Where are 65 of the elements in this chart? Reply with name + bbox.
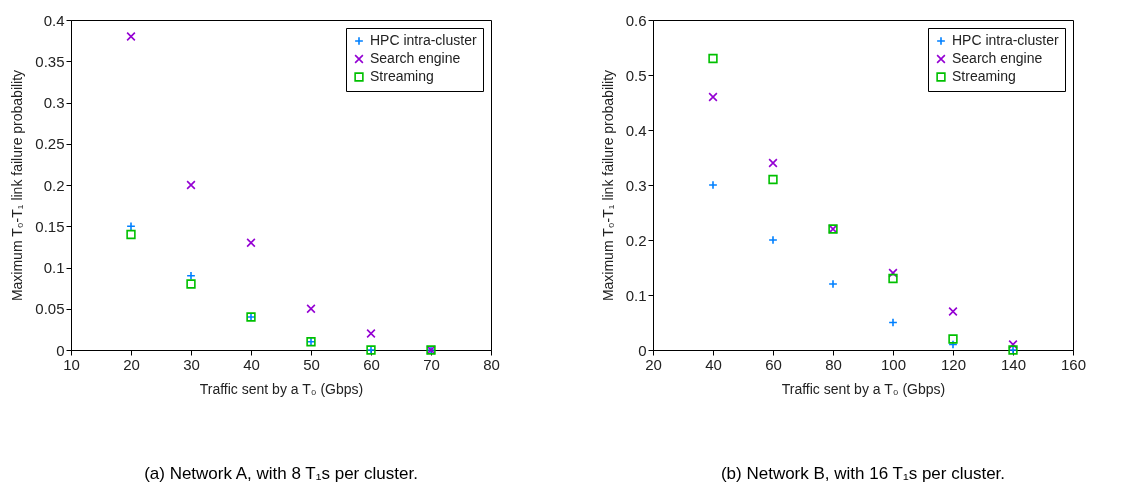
x-tick-label: 60	[765, 355, 782, 373]
legend-label: HPC intra-cluster	[952, 32, 1059, 48]
y-tick-label: 0.25	[35, 135, 65, 153]
y-axis-title: Maximum T₀-T₁ link failure probability	[599, 69, 616, 302]
point	[768, 174, 778, 185]
y-tick-label: 0.15	[35, 217, 65, 235]
y-tick-label: 0.3	[43, 94, 65, 111]
x-tick-label: 40	[705, 355, 722, 373]
x-tick-label: 20	[123, 355, 140, 373]
y-tick-label: 0.4	[625, 121, 647, 139]
x-tick-label: 30	[183, 355, 200, 373]
legend-label: Streaming	[370, 68, 434, 84]
point	[186, 271, 196, 281]
x-axis-title: Traffic sent by a T₀ (Gbps)	[199, 380, 364, 397]
point	[948, 306, 958, 317]
point	[306, 304, 316, 314]
y-tick-label: 0.4	[43, 11, 65, 29]
legend-label: HPC intra-cluster	[370, 32, 477, 48]
x-tick-label: 50	[303, 355, 320, 373]
y-tick-label: 0.6	[625, 11, 647, 29]
point	[828, 279, 838, 289]
point	[246, 238, 256, 248]
y-tick-label: 0.35	[35, 52, 65, 70]
x-axis-title: Traffic sent by a T₀ (Gbps)	[781, 380, 946, 397]
x-tick-label: 20	[645, 355, 662, 373]
point	[708, 180, 718, 190]
y-tick-label: 0	[56, 341, 65, 359]
point	[186, 279, 196, 289]
x-tick-label: 80	[483, 355, 500, 373]
x-tick-label: 140	[1000, 355, 1027, 373]
point	[1008, 339, 1018, 350]
x-tick-label: 100	[880, 355, 907, 373]
point	[126, 229, 136, 240]
y-tick-label: 0.1	[43, 259, 65, 276]
y-tick-label: 0.3	[625, 176, 647, 194]
point	[948, 334, 958, 344]
legend-label: Search engine	[370, 50, 461, 66]
y-tick-label: 0.1	[625, 286, 647, 304]
text: (b) Network B, with 16 T₁s per cluster.	[720, 464, 1006, 483]
x-tick-label: 70	[423, 355, 440, 373]
point	[186, 180, 196, 190]
y-tick-label: 0.05	[35, 300, 65, 318]
x-tick-label: 120	[940, 355, 967, 373]
legend-label: Streaming	[952, 68, 1016, 84]
point	[888, 268, 898, 278]
x-tick-label: 160	[1060, 355, 1087, 373]
point	[366, 328, 376, 339]
x-tick-label: 10	[63, 355, 80, 373]
point	[708, 92, 718, 102]
y-tick-label: 0.2	[43, 176, 65, 194]
point	[768, 235, 778, 245]
point	[126, 31, 136, 42]
y-tick-label: 0	[638, 341, 647, 359]
point	[768, 158, 778, 168]
y-axis-title: Maximum T₀-T₁ link failure probability	[9, 69, 26, 302]
x-tick-label: 80	[825, 355, 842, 373]
point	[126, 221, 136, 231]
x-tick-label: 40	[243, 355, 260, 373]
y-tick-label: 0.5	[625, 66, 647, 84]
point	[708, 53, 718, 64]
text: (a) Network A, with 8 T₁s per cluster.	[144, 464, 418, 483]
y-tick-label: 0.2	[625, 231, 647, 249]
legend-label: Search engine	[952, 50, 1043, 66]
x-tick-label: 60	[363, 355, 380, 373]
point	[888, 273, 898, 284]
